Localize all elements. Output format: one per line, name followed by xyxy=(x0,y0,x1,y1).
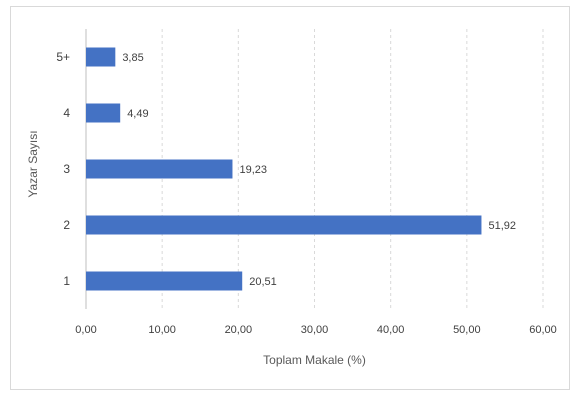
x-axis-title: Toplam Makale (%) xyxy=(263,353,366,367)
bar-3 xyxy=(86,159,233,179)
x-tick-label: 10,00 xyxy=(148,324,176,336)
category-label-2: 2 xyxy=(63,218,70,232)
bars xyxy=(86,47,482,291)
bar-chart: 20,51 51,92 19,23 4,49 3,85 1 2 3 4 5+ 0,00 10,00… xyxy=(26,29,557,367)
category-label-5+: 5+ xyxy=(56,50,70,64)
x-tick-label: 0,00 xyxy=(75,324,96,336)
x-tick-label: 40,00 xyxy=(377,324,405,336)
category-labels: 1 2 3 4 5+ xyxy=(56,50,70,288)
x-tick-label: 60,00 xyxy=(529,324,557,336)
bar-2 xyxy=(86,215,482,235)
bar-5+ xyxy=(86,47,116,67)
x-tick-label: 50,00 xyxy=(453,324,481,336)
x-tick-labels: 0,00 10,00 20,00 30,00 40,00 50,00 60,00 xyxy=(75,324,556,336)
data-label-4: 4,49 xyxy=(127,108,148,120)
x-tick-label: 30,00 xyxy=(301,324,329,336)
data-label-3: 19,23 xyxy=(239,164,267,176)
bar-4 xyxy=(86,103,121,123)
data-labels: 20,51 51,92 19,23 4,49 3,85 xyxy=(122,52,516,288)
chart-frame: 20,51 51,92 19,23 4,49 3,85 1 2 3 4 5+ 0,00 10,00… xyxy=(10,6,570,390)
category-label-3: 3 xyxy=(63,162,70,176)
x-tick-label: 20,00 xyxy=(225,324,253,336)
data-label-5+: 3,85 xyxy=(122,52,143,64)
category-label-1: 1 xyxy=(63,274,70,288)
data-label-2: 51,92 xyxy=(488,220,516,232)
y-axis-title: Yazar Sayısı xyxy=(26,130,40,197)
data-label-1: 20,51 xyxy=(249,276,277,288)
bar-1 xyxy=(86,271,243,291)
category-label-4: 4 xyxy=(63,106,70,120)
